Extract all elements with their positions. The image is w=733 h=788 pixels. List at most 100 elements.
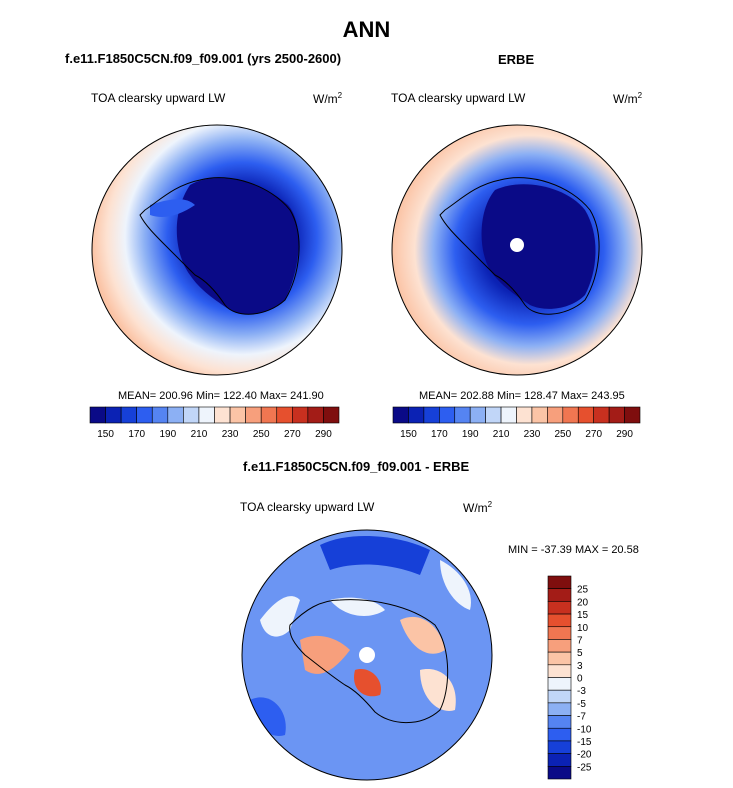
panel3-colorbar-tick-label: 20: [577, 597, 589, 608]
panel3-colorbar-swatch: [547, 727, 572, 742]
panel3-colorbar-swatch: [547, 753, 572, 767]
panel1-colorbar-swatch: [120, 406, 137, 424]
panel2-antarctic-core: [481, 184, 596, 309]
panel2-variable-label: TOA clearsky upward LW: [391, 91, 526, 105]
panel2-colorbar-tick-label: 250: [554, 429, 571, 440]
panel1-colorbar: 150 170 190 210 230 250 270 290: [89, 406, 340, 440]
panel1-units: W/m2: [313, 91, 343, 106]
panel1-border: [91, 124, 343, 376]
panel1-colorbar-swatch: [167, 406, 184, 424]
panel2-colorbar-swatch: [392, 406, 409, 424]
panel2-colorbar-tick-label: 190: [462, 429, 479, 440]
panel3-colorbar-tick-label: 10: [577, 623, 589, 634]
panel2-colorbar-tick-label: 170: [431, 429, 448, 440]
panel3-colorbar-swatch: [547, 715, 572, 729]
panel3-colorbar-tick-label: -15: [577, 737, 592, 748]
panel1-coastline: [139, 177, 300, 315]
panel1-colorbar-tick-label: 150: [97, 429, 114, 440]
panel2-colorbar: 150 170 190 210 230 250 270 290: [392, 406, 641, 440]
figure-title: ANN: [342, 17, 391, 42]
panel2-colorbar-swatch: [624, 406, 641, 424]
panel2-coastline: [439, 177, 600, 315]
panel2-border: [391, 124, 643, 376]
panel3-units: W/m2: [463, 500, 493, 515]
panel2-colorbar-swatch: [408, 406, 425, 424]
panel3-colorbar-swatch: [547, 689, 572, 704]
panel1-colorbar-tick-label: 210: [191, 429, 208, 440]
panel2-colorbar-swatch: [547, 406, 564, 424]
panel1-colorbar-tick-label: 170: [128, 429, 145, 440]
panel2-colorbar-tick-label: 270: [585, 429, 602, 440]
panel1-antarctic-core: [176, 177, 299, 315]
panel1-colorbar-swatch: [307, 406, 324, 424]
panel1-colorbar-swatch: [276, 406, 293, 424]
panel3-colorbar-swatch: [547, 626, 572, 640]
panel2-colorbar-swatch: [500, 406, 517, 424]
panel2-colorbar-swatch: [593, 406, 610, 424]
panel3-colorbar-tick-label: 7: [577, 635, 583, 646]
panel3-colorbar-swatch: [547, 639, 572, 653]
panel3-colorbar-swatch: [547, 664, 572, 678]
panel1-colorbar-tick-label: 270: [284, 429, 301, 440]
panel3-colorbar-tick-label: 5: [577, 648, 583, 659]
panel3-colorbar-swatch: [547, 575, 572, 589]
panel1-colorbar-swatch: [151, 406, 169, 424]
panel3-colorbar-swatch: [547, 601, 572, 615]
panel2-colorbar-swatch: [577, 406, 594, 424]
panel2-colorbar-swatch: [439, 406, 456, 424]
panel1-title: f.e11.F1850C5CN.f09_f09.001 (yrs 2500-26…: [65, 51, 342, 66]
panel2-colorbar-swatch: [562, 406, 579, 424]
panel1-colorbar-swatch: [245, 406, 262, 424]
panel1-colorbar-tick-label: 230: [222, 429, 239, 440]
panel2-colorbar-swatch: [454, 406, 471, 424]
panel2-colorbar-swatch: [516, 406, 533, 424]
panel1-colorbar-swatch: [105, 406, 122, 424]
panel1-colorbar-swatch: [183, 406, 200, 424]
panel1-colorbar-tick-label: 190: [159, 429, 176, 440]
panel3-colorbar-tick-label: -7: [577, 712, 586, 723]
panel1-colorbar-tick-label: 250: [253, 429, 270, 440]
panel1-stats: MEAN= 200.96 Min= 122.40 Max= 241.90: [118, 390, 324, 402]
panel3-stats: MIN = -37.39 MAX = 20.58: [508, 544, 639, 556]
panel3-coastline: [289, 599, 449, 724]
panel2-pole-hole: [510, 238, 524, 252]
panel3-colorbar-tick-label: 0: [577, 674, 583, 685]
panel1-colorbar-swatch: [292, 406, 309, 424]
panel2-colorbar-tick-label: 210: [493, 429, 510, 440]
panel3-colorbar-tick-label: -20: [577, 750, 592, 761]
panel3-colorbar-swatch: [547, 677, 572, 691]
panel2-title: ERBE: [498, 52, 535, 67]
panel2-colorbar-tick-label: 290: [616, 429, 633, 440]
panel1-variable-label: TOA clearsky upward LW: [91, 91, 226, 105]
panel2-colorbar-swatch: [485, 406, 502, 424]
panel3-colorbar-tick-label: 15: [577, 610, 589, 621]
panel2-map: [391, 124, 643, 376]
panel2-colorbar-swatch: [531, 406, 548, 424]
panel3-colorbar-tick-label: -10: [577, 724, 592, 735]
panel3-colorbar-tick-label: 3: [577, 661, 583, 672]
panel3-colorbar-swatch: [547, 766, 572, 780]
panel3-colorbar-tick-label: -3: [577, 686, 586, 697]
panel3-map: [241, 529, 493, 781]
panel1-map: [91, 124, 343, 376]
panel3-colorbar-tick-label: -25: [577, 762, 592, 773]
panel2-colorbar-swatch: [469, 406, 486, 424]
panel3-colorbar-swatch: [547, 702, 572, 716]
panel2-units: W/m2: [613, 91, 643, 106]
panel3-title: f.e11.F1850C5CN.f09_f09.001 - ERBE: [243, 459, 470, 474]
panel1-colorbar-swatch: [198, 406, 215, 424]
panel2-colorbar-swatch: [608, 406, 625, 424]
panel3-colorbar-tick-label: 25: [577, 585, 589, 596]
panel2-colorbar-tick-label: 230: [524, 429, 541, 440]
panel1-colorbar-tick-label: 290: [315, 429, 332, 440]
panel2-colorbar-tick-label: 150: [400, 429, 417, 440]
panel1-colorbar-swatch: [136, 406, 153, 424]
panel1-colorbar-swatch: [214, 406, 231, 424]
panel1-colorbar-swatch: [323, 406, 340, 424]
panel1-colorbar-swatch: [260, 406, 278, 424]
panel3-colorbar-swatch: [547, 651, 572, 666]
panel3-colorbar-swatch: [547, 740, 572, 754]
panel2-stats: MEAN= 202.88 Min= 128.47 Max= 243.95: [419, 390, 625, 402]
